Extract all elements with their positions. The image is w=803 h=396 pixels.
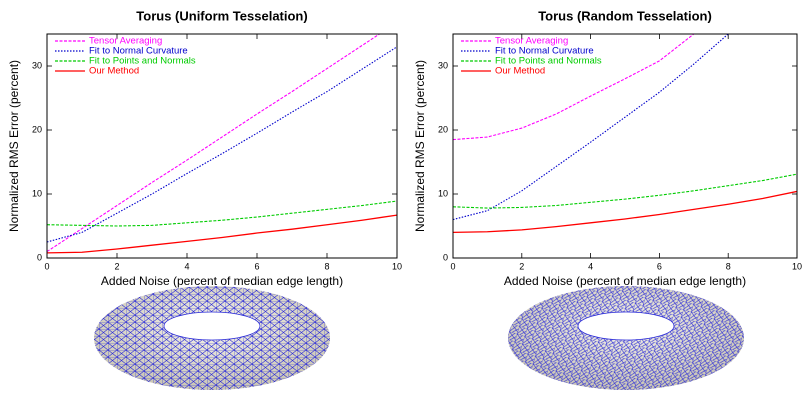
x-axis-label: Added Noise (percent of median edge leng… bbox=[101, 274, 343, 288]
series-line bbox=[453, 174, 797, 208]
y-tick-label: 0 bbox=[443, 252, 448, 262]
x-tick-label: 0 bbox=[450, 261, 455, 271]
y-tick-label: 0 bbox=[37, 252, 42, 262]
y-tick-label: 20 bbox=[438, 124, 448, 134]
y-tick-label: 20 bbox=[32, 124, 42, 134]
torus-random bbox=[508, 286, 744, 390]
figure: Torus (Uniform Tesselation) Added Noise (… bbox=[0, 0, 803, 396]
legend-label: Our Method bbox=[495, 66, 545, 77]
x-tick-label: 2 bbox=[519, 261, 524, 271]
x-tick-label: 0 bbox=[44, 261, 49, 271]
chart-title: Torus (Random Tesselation) bbox=[538, 8, 712, 23]
series-line bbox=[47, 215, 397, 253]
chart-panel: Torus (Random Tesselation) Added Noise (p… bbox=[413, 8, 802, 288]
chart-panel: Torus (Uniform Tesselation) Added Noise (… bbox=[7, 8, 402, 288]
y-tick-label: 10 bbox=[438, 188, 448, 198]
y-tick-label: 10 bbox=[32, 188, 42, 198]
chart-title: Torus (Uniform Tesselation) bbox=[136, 8, 307, 23]
y-tick-label: 30 bbox=[438, 60, 448, 70]
torus-uniform bbox=[94, 286, 330, 390]
x-tick-label: 4 bbox=[588, 261, 593, 271]
x-tick-label: 4 bbox=[184, 261, 189, 271]
x-tick-label: 8 bbox=[324, 261, 329, 271]
x-tick-label: 2 bbox=[114, 261, 119, 271]
x-tick-label: 6 bbox=[657, 261, 662, 271]
x-axis-label: Added Noise (percent of median edge leng… bbox=[504, 274, 746, 288]
legend-label: Our Method bbox=[89, 66, 139, 77]
series-line bbox=[453, 191, 797, 232]
x-tick-label: 10 bbox=[792, 261, 802, 271]
y-tick-label: 30 bbox=[32, 60, 42, 70]
x-tick-label: 10 bbox=[392, 261, 402, 271]
y-axis-label: Normalized RMS Error (percent) bbox=[7, 60, 21, 232]
x-tick-label: 8 bbox=[726, 261, 731, 271]
x-tick-label: 6 bbox=[254, 261, 259, 271]
y-axis-label: Normalized RMS Error (percent) bbox=[413, 60, 427, 232]
